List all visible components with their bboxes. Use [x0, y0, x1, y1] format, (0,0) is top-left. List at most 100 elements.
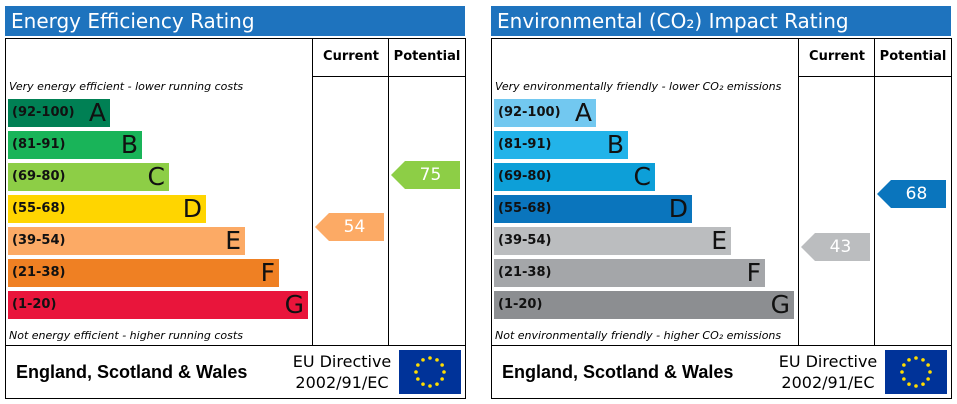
rating-band: (21-38) F — [494, 259, 765, 287]
band-letter: A — [574, 98, 592, 127]
band-letter: A — [88, 98, 106, 127]
divider — [5, 345, 466, 346]
band-range: (21-38) — [498, 265, 552, 280]
band-range: (92-100) — [498, 105, 561, 120]
star — [921, 358, 925, 362]
panel-box — [491, 38, 952, 399]
star — [921, 382, 925, 386]
rating-band: (55-68) D — [8, 195, 206, 223]
band-range: (81-91) — [12, 137, 66, 152]
band-range: (21-38) — [12, 265, 66, 280]
star — [440, 377, 444, 381]
column-header: Current — [809, 49, 865, 64]
column-header: Potential — [879, 49, 947, 64]
flag-stars — [414, 356, 446, 388]
panel-box — [5, 38, 466, 399]
rating-band: (1-20) G — [8, 291, 308, 319]
rating-band: (81-91) B — [8, 131, 142, 159]
divider — [312, 38, 313, 346]
top-note: Very environmentally friendly - lower CO… — [495, 80, 782, 93]
divider — [491, 345, 952, 346]
band-letter: G — [770, 290, 790, 319]
band-letter: C — [633, 162, 651, 191]
star — [416, 363, 420, 367]
rating-band: (39-54) E — [494, 227, 731, 255]
star — [416, 377, 420, 381]
top-note: Very energy efficient - lower running co… — [9, 80, 244, 93]
star — [926, 363, 930, 367]
band-range: (81-91) — [498, 137, 552, 152]
star — [421, 382, 425, 386]
star — [902, 363, 906, 367]
divider — [874, 38, 875, 346]
rating-band: (55-68) D — [494, 195, 692, 223]
band-range: (92-100) — [12, 105, 75, 120]
star — [914, 384, 918, 388]
flag-stars — [900, 356, 932, 388]
star — [928, 370, 932, 374]
rating-band: (69-80) C — [8, 163, 169, 191]
current-rating: 54 — [315, 213, 384, 241]
rating-band: (92-100) A — [8, 99, 110, 127]
band-letter: D — [668, 194, 688, 223]
star — [421, 358, 425, 362]
rating-band: (39-54) E — [8, 227, 245, 255]
panel-title: Environmental (CO₂) Impact Rating — [491, 6, 951, 36]
band-range: (55-68) — [12, 201, 66, 216]
star — [907, 358, 911, 362]
band-letter: B — [606, 130, 624, 159]
band-letter: D — [182, 194, 202, 223]
divider — [312, 76, 466, 77]
divider — [798, 76, 952, 77]
band-letter: B — [120, 130, 138, 159]
band-range: (69-80) — [498, 169, 552, 184]
panel-title: Energy Efficiency Rating — [5, 6, 465, 36]
column-header: Potential — [393, 49, 461, 64]
eu-flag — [399, 350, 461, 394]
potential-rating: 68 — [877, 180, 946, 208]
band-letter: F — [260, 258, 275, 287]
directive: EU Directive — [778, 352, 878, 371]
star — [428, 384, 432, 388]
star — [907, 382, 911, 386]
star — [900, 370, 904, 374]
band-letter: G — [284, 290, 304, 319]
bottom-note: Not energy efficient - higher running co… — [9, 329, 243, 342]
rating-band: (92-100) A — [494, 99, 596, 127]
band-letter: E — [711, 226, 727, 255]
region: England, Scotland & Wales — [16, 362, 248, 382]
band-range: (55-68) — [498, 201, 552, 216]
star — [435, 358, 439, 362]
band-letter: E — [225, 226, 241, 255]
band-letter: F — [746, 258, 761, 287]
star — [435, 382, 439, 386]
star — [926, 377, 930, 381]
star — [442, 370, 446, 374]
directive-code: 2002/91/EC — [781, 373, 875, 392]
directive-code: 2002/91/EC — [295, 373, 389, 392]
star — [440, 363, 444, 367]
current-rating: 43 — [801, 233, 870, 261]
bottom-note: Not environmentally friendly - higher CO… — [495, 329, 782, 342]
directive: EU Directive — [292, 352, 392, 371]
divider — [388, 38, 389, 346]
potential-rating: 75 — [391, 161, 460, 189]
star — [914, 356, 918, 360]
band-range: (1-20) — [12, 297, 57, 312]
rating-band: (69-80) C — [494, 163, 655, 191]
star — [902, 377, 906, 381]
band-range: (69-80) — [12, 169, 66, 184]
star — [414, 370, 418, 374]
divider — [798, 38, 799, 346]
band-letter: C — [147, 162, 165, 191]
column-header: Current — [323, 49, 379, 64]
star — [428, 356, 432, 360]
region: England, Scotland & Wales — [502, 362, 734, 382]
band-range: (1-20) — [498, 297, 543, 312]
eu-flag — [885, 350, 947, 394]
rating-band: (21-38) F — [8, 259, 279, 287]
band-range: (39-54) — [498, 233, 552, 248]
rating-band: (81-91) B — [494, 131, 628, 159]
rating-band: (1-20) G — [494, 291, 794, 319]
